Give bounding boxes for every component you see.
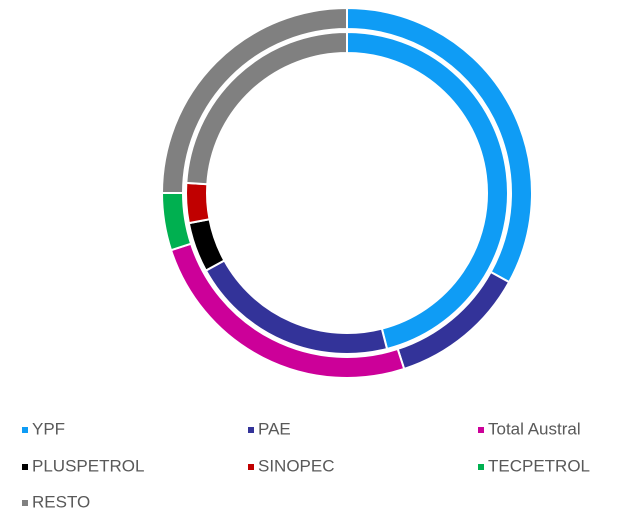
legend-marker xyxy=(22,464,28,470)
donut-segment xyxy=(160,6,348,194)
legend-label: SINOPEC xyxy=(258,456,335,475)
legend-marker xyxy=(248,427,254,433)
legend-label: Total Austral xyxy=(488,419,581,438)
legend-label: TECPETROL xyxy=(488,456,590,475)
legend-marker xyxy=(22,500,28,506)
donut-segment xyxy=(185,30,348,186)
legend-marker xyxy=(478,464,484,470)
legend-marker xyxy=(478,427,484,433)
legend-label: PAE xyxy=(258,419,291,438)
donut-segment xyxy=(185,181,211,225)
legend-label: YPF xyxy=(32,419,65,438)
legend-marker xyxy=(22,427,28,433)
legend-label: RESTO xyxy=(32,492,90,511)
legend-label: PLUSPETROL xyxy=(32,456,144,475)
legend-marker xyxy=(248,464,254,470)
